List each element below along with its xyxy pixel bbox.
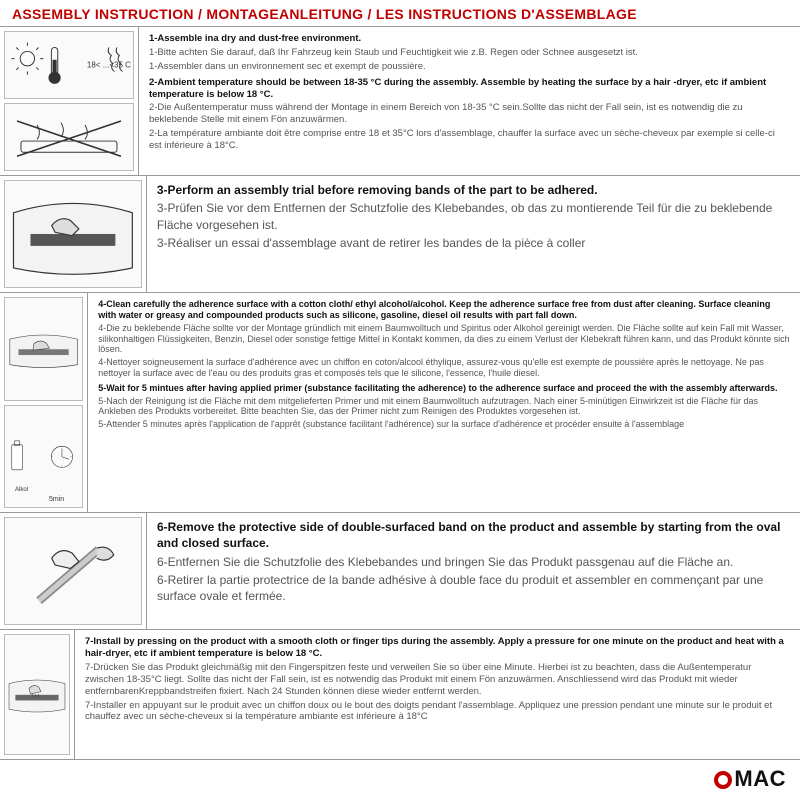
- no-water-icon: [4, 103, 134, 171]
- s5-fr: 5-Attender 5 minutes après l'application…: [98, 419, 790, 430]
- step-row-1: 18< ...<35 C 1-Assemble ina dry and dust…: [0, 27, 800, 176]
- alcohol-label: Alkol: [15, 487, 28, 493]
- step-7-text: 7-Install by pressing on the product wit…: [75, 630, 800, 759]
- s2-en: 2-Ambient temperature should be between …: [149, 77, 766, 100]
- clean-surface-icon: [4, 297, 83, 401]
- illustration-3: Alkol 5min: [0, 293, 88, 512]
- instruction-sheet: ASSEMBLY INSTRUCTION / MONTAGEANLEITUNG …: [0, 0, 800, 800]
- step-row-4: 6-Remove the protective side of double-s…: [0, 513, 800, 630]
- s3-de: 3-Prüfen Sie vor dem Entfernen der Schut…: [157, 200, 790, 232]
- steps-container: 18< ...<35 C 1-Assemble ina dry and dust…: [0, 27, 800, 760]
- illustration-4: [0, 513, 147, 629]
- s1-en: 1-Assemble ina dry and dust-free environ…: [149, 33, 361, 44]
- header-title: ASSEMBLY INSTRUCTION / MONTAGEANLEITUNG …: [12, 6, 788, 22]
- s7-de: 7-Drücken Sie das Produkt gleichmäßig mi…: [85, 662, 790, 698]
- header: ASSEMBLY INSTRUCTION / MONTAGEANLEITUNG …: [0, 0, 800, 27]
- s1-de: 1-Bitte achten Sie darauf, daß Ihr Fahrz…: [149, 47, 790, 59]
- s6-en: 6-Remove the protective side of double-s…: [157, 520, 780, 550]
- brand-logo: MAC: [714, 766, 786, 792]
- step-row-3: Alkol 5min 4-Clean carefully the adheren…: [0, 293, 800, 513]
- s7-fr: 7-Installer en appuyant sur le produit a…: [85, 700, 790, 724]
- step-6-text: 6-Remove the protective side of double-s…: [147, 513, 800, 629]
- step-3-text: 3-Perform an assembly trial before remov…: [147, 176, 800, 292]
- logo-ring-icon: [714, 771, 732, 789]
- s2-fr: 2-La température ambiante doit être comp…: [149, 128, 790, 152]
- illustration-5: [0, 630, 75, 759]
- s7-en: 7-Install by pressing on the product wit…: [85, 636, 784, 659]
- five-min-label: 5min: [49, 496, 64, 503]
- alcohol-wait-icon: Alkol 5min: [4, 405, 83, 509]
- s3-fr: 3-Réaliser un essai d'assemblage avant d…: [157, 235, 790, 251]
- trial-fit-icon: [4, 180, 142, 288]
- peel-tape-icon: [4, 517, 142, 625]
- s3-en: 3-Perform an assembly trial before remov…: [157, 183, 598, 197]
- temp-range-label: 18< ...<35 C: [87, 61, 131, 70]
- s4-de: 4-Die zu beklebende Fläche sollte vor de…: [98, 323, 790, 355]
- s4-en: 4-Clean carefully the adherence surface …: [98, 299, 770, 320]
- s5-en: 5-Wait for 5 mintues after having applie…: [98, 383, 777, 393]
- s1-fr: 1-Assembler dans un environnement sec et…: [149, 61, 790, 73]
- s6-de: 6-Entfernen Sie die Schutzfolie des Kleb…: [157, 554, 790, 570]
- step-row-5: 7-Install by pressing on the product wit…: [0, 630, 800, 760]
- sun-thermo-icon: 18< ...<35 C: [4, 31, 134, 99]
- illustration-2: [0, 176, 147, 292]
- logo-text: MAC: [734, 766, 786, 792]
- footer: MAC: [0, 760, 800, 800]
- press-install-icon: [4, 634, 70, 755]
- s5-de: 5-Nach der Reinigung ist die Fläche mit …: [98, 396, 790, 418]
- step-row-2: 3-Perform an assembly trial before remov…: [0, 176, 800, 293]
- step-4-5-text: 4-Clean carefully the adherence surface …: [88, 293, 800, 512]
- illustration-1: 18< ...<35 C: [0, 27, 139, 175]
- s4-fr: 4-Nettoyer soigneusement la surface d'ad…: [98, 357, 790, 379]
- s6-fr: 6-Retirer la partie protectrice de la ba…: [157, 572, 790, 604]
- s2-de: 2-Die Außentemperatur muss während der M…: [149, 102, 790, 126]
- step-1-2-text: 1-Assemble ina dry and dust-free environ…: [139, 27, 800, 175]
